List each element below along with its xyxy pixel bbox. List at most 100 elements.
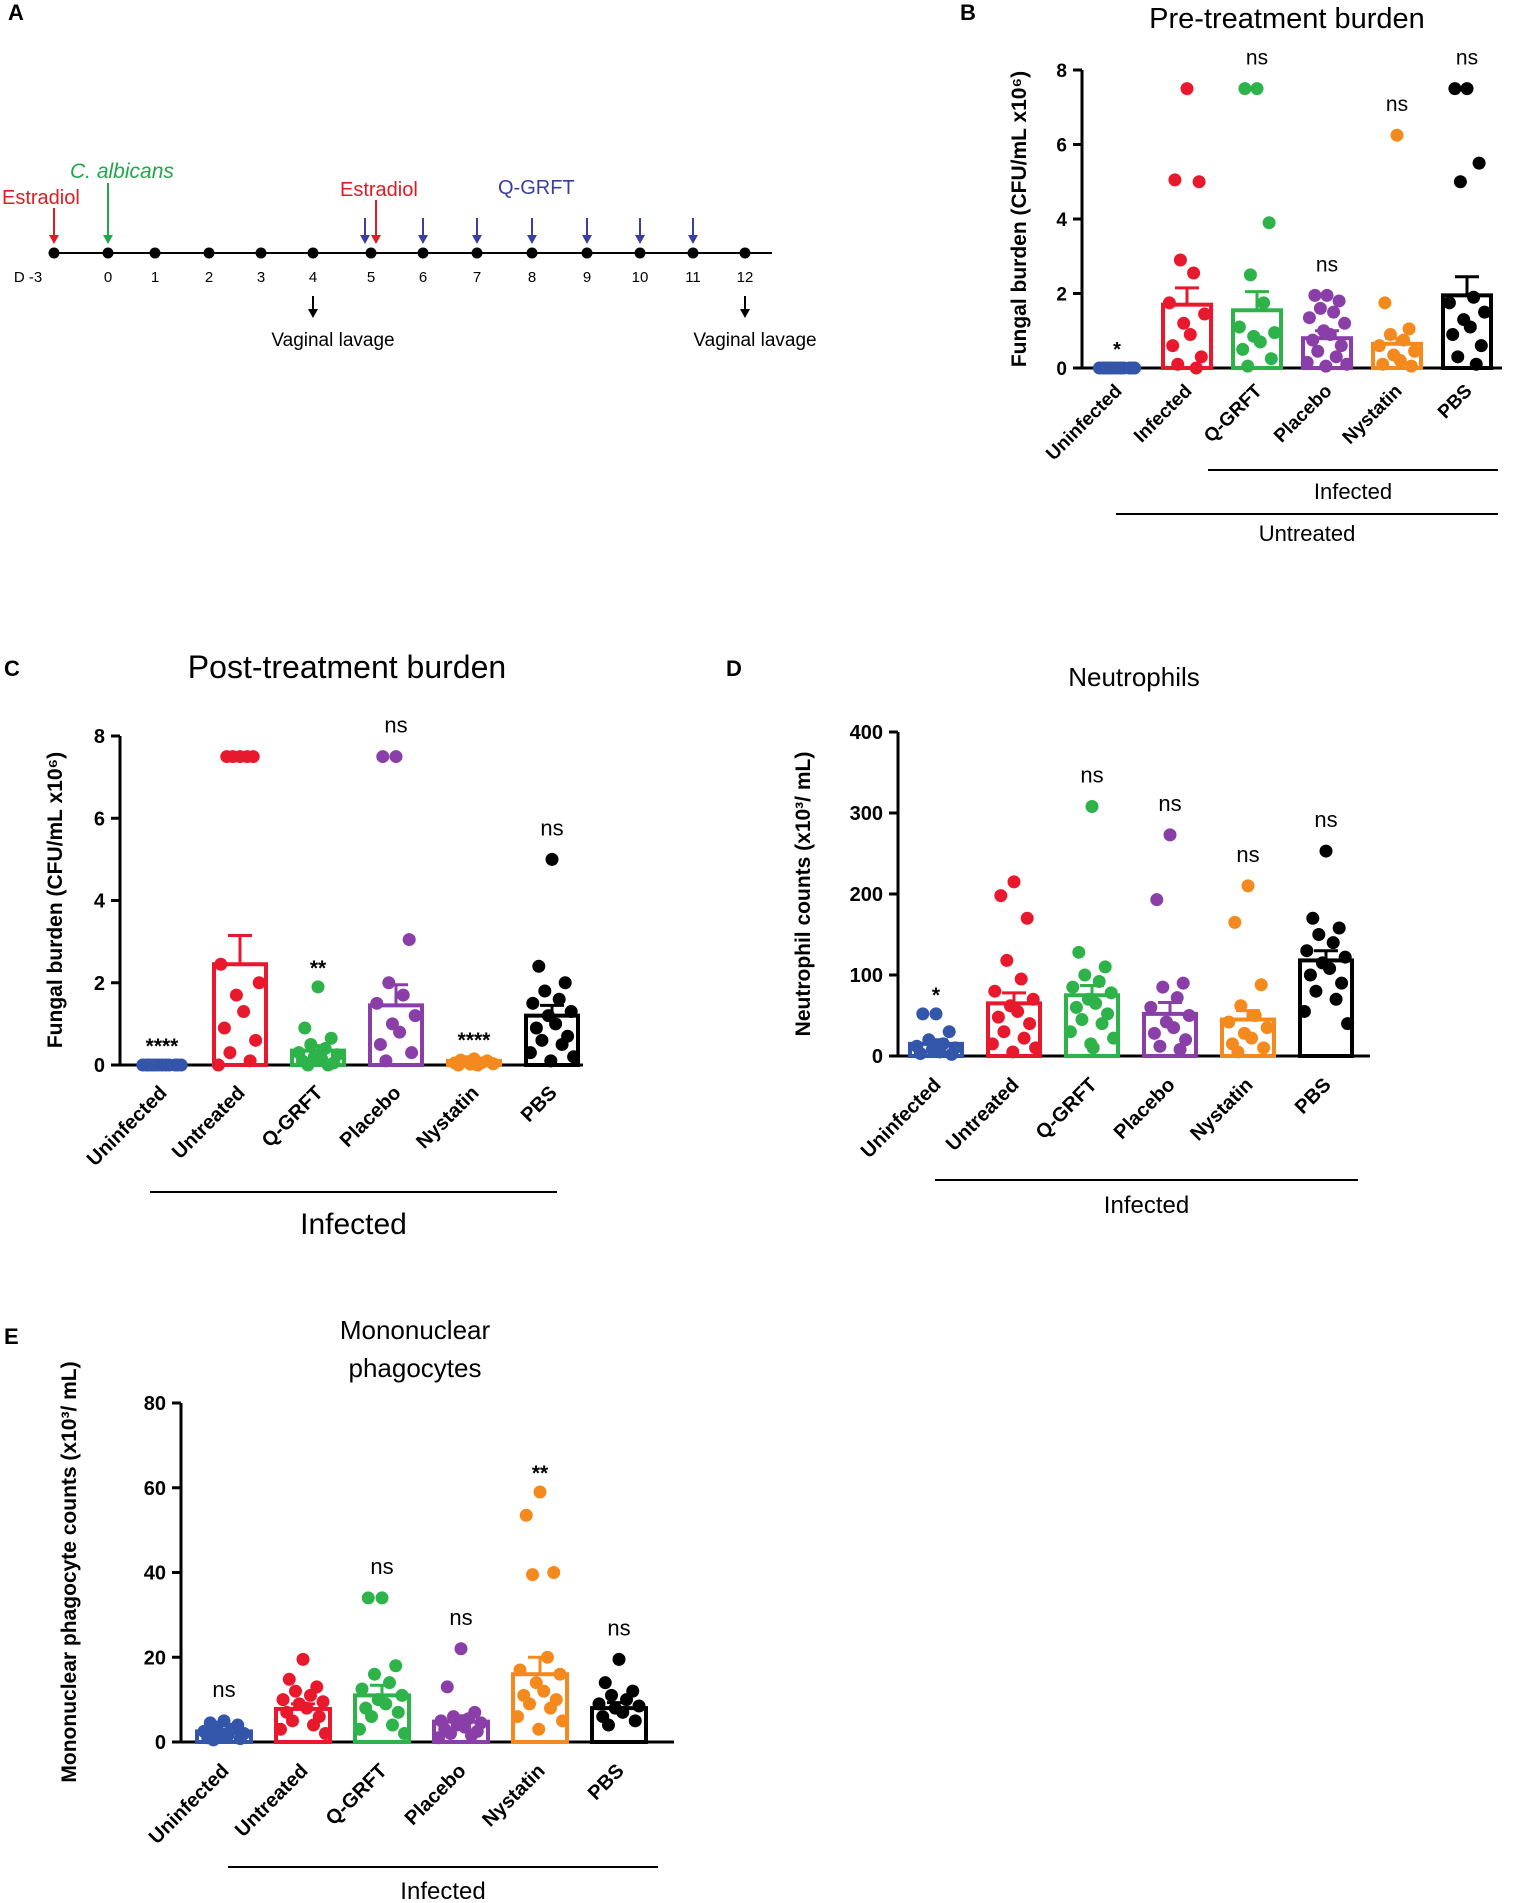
category-label-pbs: PBS [517,1082,562,1127]
timeline-dot-7 [417,247,429,259]
data-point [1300,944,1314,958]
data-point [373,1037,387,1051]
data-point [1072,945,1086,959]
data-point [1323,327,1337,341]
data-point [605,1688,618,1702]
data-point [541,1650,554,1664]
y-tick-label-2: 4 [94,891,106,913]
data-point [1332,294,1346,308]
data-point [549,1017,563,1031]
timeline-dot-2 [149,247,161,259]
data-point [1312,928,1326,941]
category-label-placebo: Placebo [1110,1074,1180,1144]
data-point [628,1714,642,1728]
data-point [319,1727,332,1741]
data-point [1469,357,1483,371]
category-label-q-grft: Q-GRFT [1032,1074,1102,1144]
category-label-q-grft: Q-GRFT [1200,380,1267,447]
data-point [1268,326,1282,340]
data-point [1472,156,1486,170]
data-point [304,1037,318,1051]
data-point [529,1676,543,1690]
data-point [1014,972,1028,986]
data-point [620,1693,633,1707]
y-tick-label-2: 4 [1056,210,1067,231]
data-point [598,1676,612,1690]
significance-label: ns [1158,791,1181,816]
data-point [396,988,410,1002]
data-point [1177,316,1191,330]
data-point [1260,1021,1274,1035]
data-point [408,1009,422,1023]
data-point [376,750,390,764]
data-point [1101,1007,1115,1021]
data-point [382,976,396,990]
data-point [1393,354,1407,368]
data-point [1086,1041,1100,1055]
significance-label: ns [1236,842,1259,867]
data-point [229,988,243,1002]
timeline-day-12: 11 [685,269,701,286]
data-point [240,750,254,764]
data-point [1098,960,1112,974]
data-point [558,976,572,990]
data-point [1150,893,1164,907]
significance-label: ns [1314,807,1337,832]
timeline-day-9: 8 [528,269,536,286]
data-point [1222,1015,1236,1029]
data-point [316,1695,330,1709]
lavage-arrow-0-head [308,309,318,318]
data-point [1232,320,1246,334]
lavage-arrow-1-head [740,309,750,318]
data-point [1231,1045,1245,1059]
timeline-panel: D -3 0 1 2 3 4 5 6 7 8 9 10 11 12 Estradiol C. albica… [2,160,817,351]
y-tick-label-0: 0 [155,1732,166,1754]
data-point [1017,1031,1031,1045]
data-point [223,1046,237,1060]
data-point [547,1566,561,1579]
data-point [1338,950,1352,964]
data-point [1390,128,1404,142]
data-point [1092,974,1106,988]
significance-label: ns [1316,253,1338,276]
panel-label-c: C [4,656,20,681]
data-point [1383,327,1397,341]
data-point [1162,296,1176,310]
category-label-uninfected: Uninfected [145,1760,234,1849]
data-point [1311,344,1325,358]
data-point [1329,350,1343,364]
panel-label-e: E [4,1324,19,1349]
data-point [1179,1033,1193,1047]
data-point [389,1659,403,1673]
data-point [632,1699,646,1713]
data-point [1078,968,1092,982]
data-point [538,984,552,998]
data-point [375,1591,389,1605]
data-point [1170,991,1184,1005]
y-tick-label-4: 8 [1056,61,1067,82]
category-label-nystatin: Nystatin [1186,1074,1257,1145]
data-point [1163,828,1177,842]
significance-label: ** [310,957,327,980]
data-point [1020,911,1034,925]
data-point [1180,82,1194,96]
data-point [353,1722,366,1736]
category-label-untreated: Untreated [942,1074,1024,1156]
data-point [592,1697,606,1711]
timeline-dot-3 [203,247,215,259]
significance-label: **** [458,1029,492,1052]
data-point [1303,968,1317,982]
qgrft-arrow-5-head [635,235,645,244]
data-point [1183,327,1197,341]
data-point [1463,320,1477,334]
data-point [454,1642,468,1656]
data-point [988,984,1002,998]
data-point [465,1729,478,1743]
data-point [233,1732,247,1746]
data-point [368,1667,381,1681]
y-tick-label-1: 100 [850,965,883,987]
data-point [361,1591,375,1605]
data-point [1243,268,1257,282]
chart-title-line-1: Mononuclear [340,1315,491,1345]
group-label-1: Untreated [1259,521,1356,546]
